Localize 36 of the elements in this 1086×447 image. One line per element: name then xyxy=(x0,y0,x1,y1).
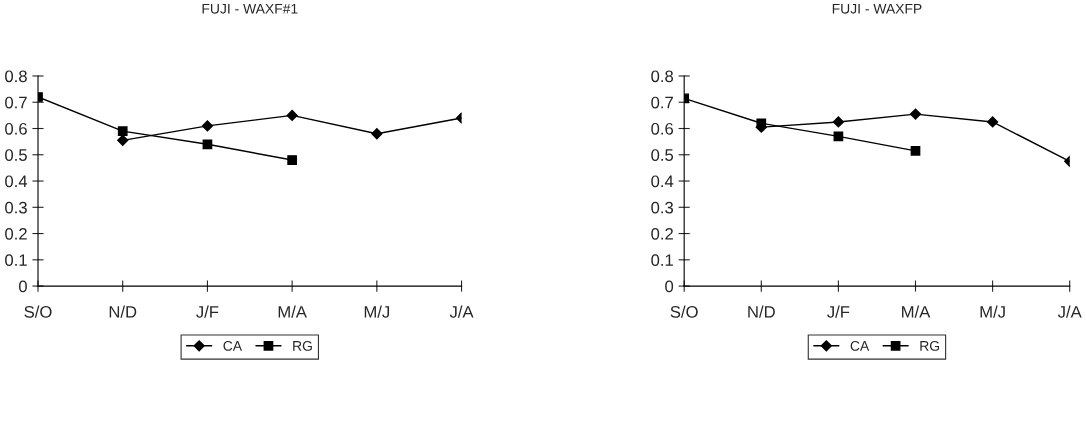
x-tick-label: M/A xyxy=(902,305,931,318)
y-tick-label: 0.2 xyxy=(651,227,673,240)
x-tick-label: S/O xyxy=(670,305,698,318)
y-tick-label: 0.4 xyxy=(5,175,28,188)
y-tick-label: 0.6 xyxy=(651,122,674,135)
y-tick-label: 0 xyxy=(665,280,674,293)
x-tick-label: J/A xyxy=(449,305,474,318)
x-tick-label: N/D xyxy=(109,305,137,318)
legend-label: RG xyxy=(293,340,312,351)
x-tick-label: J/A xyxy=(1057,305,1082,318)
x-tick-label: M/J xyxy=(980,305,1005,318)
x-tick-label: J/F xyxy=(196,305,219,318)
y-tick-label: 0.5 xyxy=(5,149,27,161)
x-tick-label: J/F xyxy=(827,305,850,318)
y-tick-label: 0.1 xyxy=(5,254,27,267)
legend-label: CA xyxy=(223,340,243,351)
y-tick-label: 0.8 xyxy=(651,70,674,83)
y-tick-label: 0.3 xyxy=(5,201,27,214)
y-tick-label: 0.7 xyxy=(651,96,673,109)
x-tick-label: M/J xyxy=(364,305,390,318)
y-tick-label: 0.6 xyxy=(5,122,27,135)
legend-label: CA xyxy=(850,340,870,351)
y-tick-label: 0 xyxy=(18,280,27,293)
y-tick-label: 0.4 xyxy=(651,175,674,188)
y-tick-label: 0.1 xyxy=(651,254,673,267)
y-tick-label: 0.5 xyxy=(651,149,674,161)
chart-title: FUJI - WAXFP xyxy=(832,3,922,14)
legend-label: RG xyxy=(920,340,940,351)
y-tick-label: 0.2 xyxy=(5,227,27,240)
y-tick-label: 0.7 xyxy=(5,96,27,109)
x-tick-label: S/O xyxy=(24,305,52,318)
x-tick-label: M/A xyxy=(278,305,307,318)
y-tick-label: 0.3 xyxy=(651,201,674,214)
x-tick-label: N/D xyxy=(748,305,775,318)
chart-title: FUJI - WAXF#1 xyxy=(202,3,298,14)
y-tick-label: 0.8 xyxy=(5,70,27,83)
